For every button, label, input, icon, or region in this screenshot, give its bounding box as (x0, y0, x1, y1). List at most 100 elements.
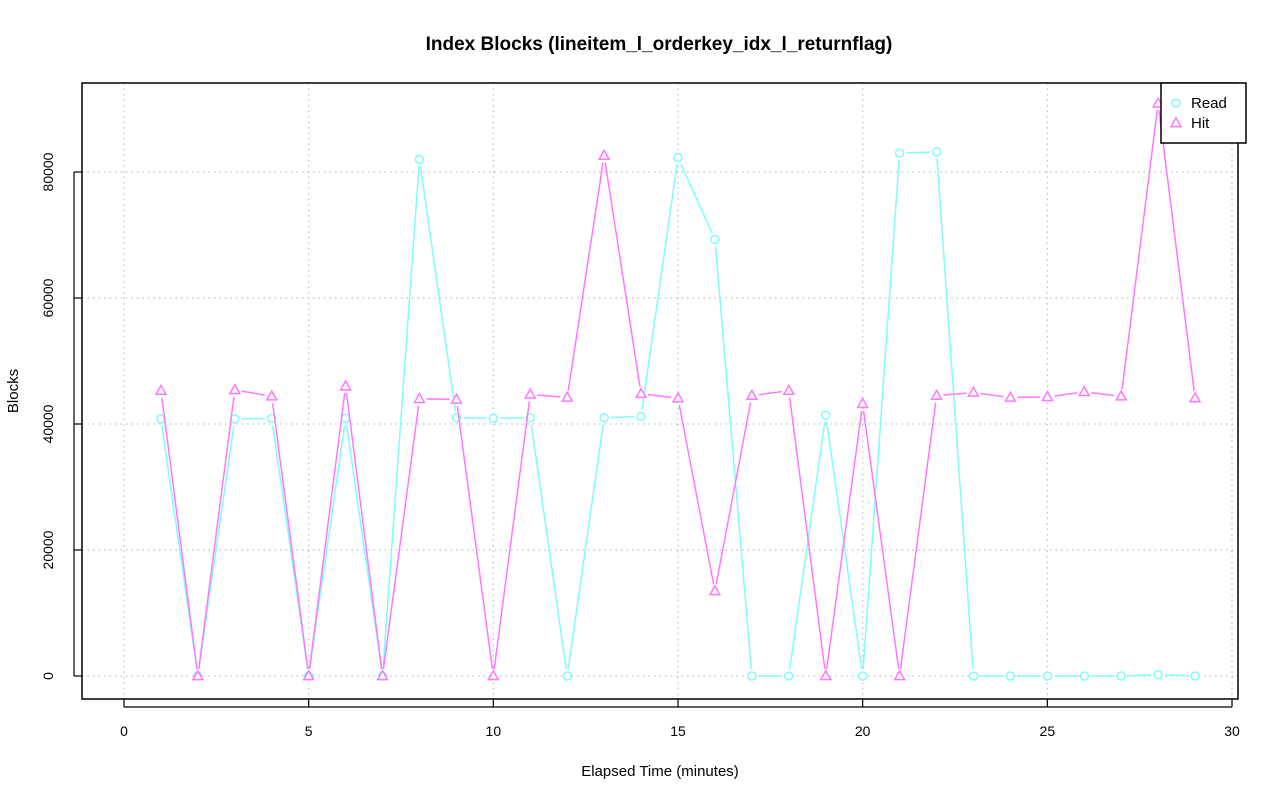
series-line-segment (899, 402, 937, 670)
data-point-read (340, 413, 351, 424)
series-line-segment (647, 393, 672, 399)
series-hit (154, 96, 1202, 681)
series-line-segment (161, 397, 198, 670)
x-tick-label: 5 (305, 723, 313, 739)
series-line-segment (493, 401, 531, 670)
y-tick-label: 20000 (40, 530, 56, 569)
series-line-segment (198, 396, 235, 670)
data-point-read (599, 412, 609, 423)
data-point-hit (782, 383, 796, 395)
data-point-hit (597, 148, 611, 161)
data-point-hit (634, 387, 648, 399)
data-point-hit (1188, 391, 1202, 403)
grid-layer (82, 83, 1238, 699)
x-axis: 0 5 10 15 20 25 30 (120, 699, 1240, 739)
data-point-hit (1114, 389, 1128, 401)
data-point-hit (893, 669, 906, 681)
series-line-segment (862, 160, 900, 670)
series-line-segment (862, 410, 900, 670)
series-line-segment (1121, 110, 1159, 390)
y-axis: 0 20000 40000 60000 80000 (40, 152, 82, 680)
data-point-read (747, 671, 757, 681)
plot-frame (81, 82, 1239, 700)
data-point-read (414, 154, 425, 165)
series-line-segment (382, 405, 420, 670)
data-point-hit (487, 669, 500, 681)
data-point-read (1116, 671, 1126, 681)
data-point-read (1190, 671, 1200, 681)
series-line-segment (567, 162, 604, 391)
series-line-segment (567, 424, 604, 670)
data-point-hit (302, 669, 315, 681)
series-line-segment (1128, 674, 1152, 677)
series-line-segment (530, 424, 567, 670)
series-line-segment (382, 166, 420, 670)
data-point-read (857, 671, 868, 681)
data-point-hit (819, 669, 832, 681)
data-point-hit (413, 392, 426, 404)
chart-title: Index Blocks (lineitem_l_orderkey_idx_l_… (426, 34, 893, 55)
data-point-read (1005, 671, 1016, 681)
series-line-segment (641, 164, 678, 410)
legend-box (1160, 82, 1247, 144)
legend-label-hit: Hit (1191, 115, 1210, 132)
data-point-hit (191, 669, 205, 681)
y-tick-label: 0 (40, 672, 56, 680)
data-point-read (562, 671, 572, 681)
data-point-read (1153, 669, 1163, 680)
series-line-segment (825, 422, 863, 670)
series-layer (154, 96, 1202, 681)
series-line-segment (789, 422, 826, 670)
data-point-hit (524, 387, 537, 399)
data-point-hit (228, 383, 242, 395)
data-point-hit (450, 392, 463, 404)
x-tick-label: 20 (855, 723, 871, 739)
data-point-hit (856, 397, 869, 409)
data-point-hit (930, 388, 943, 401)
series-line-segment (456, 406, 494, 670)
x-tick-label: 10 (486, 723, 502, 739)
data-point-hit (560, 390, 574, 402)
series-line-segment (345, 393, 383, 670)
data-point-hit (1041, 390, 1054, 402)
data-point-read (636, 411, 646, 422)
x-tick-label: 30 (1224, 723, 1240, 739)
series-line-segment (271, 403, 309, 670)
data-point-hit (708, 584, 722, 596)
series-line-segment (825, 410, 863, 670)
series-line-segment (788, 397, 826, 670)
data-point-read (784, 671, 794, 681)
y-tick-label: 80000 (40, 152, 56, 191)
data-point-read (968, 671, 979, 681)
y-axis-label: Blocks (5, 369, 22, 413)
data-point-read (894, 148, 905, 158)
series-line-segment (611, 415, 635, 419)
series-line-segment (715, 402, 752, 585)
x-axis-label: Elapsed Time (minutes) (581, 763, 739, 780)
data-point-hit (376, 669, 389, 681)
y-tick-label: 60000 (40, 278, 56, 317)
series-line-segment (714, 246, 753, 670)
data-point-hit (1004, 390, 1017, 402)
series-line-segment (758, 390, 782, 396)
data-point-hit (339, 379, 352, 391)
data-point-hit (745, 388, 759, 401)
series-line-segment (1158, 110, 1195, 392)
data-point-hit (154, 383, 168, 395)
series-line-segment (1165, 674, 1189, 677)
y-tick-label: 40000 (40, 404, 56, 443)
data-point-hit (265, 389, 278, 401)
series-line-segment (678, 404, 715, 585)
series-line-segment (241, 390, 265, 396)
series-line-segment (537, 394, 561, 398)
data-point-read (673, 152, 683, 163)
series-line-segment (936, 158, 974, 670)
data-point-read (1079, 671, 1090, 681)
legend: Read Hit (1160, 82, 1247, 144)
data-point-read (710, 234, 720, 245)
data-point-hit (967, 385, 980, 397)
series-line-segment (604, 162, 641, 387)
x-tick-label: 0 (120, 723, 128, 739)
